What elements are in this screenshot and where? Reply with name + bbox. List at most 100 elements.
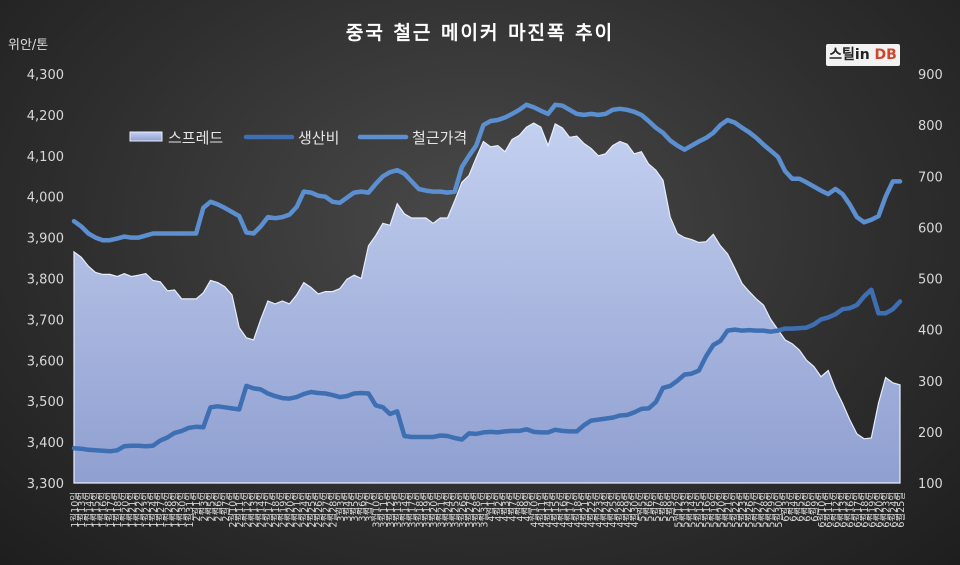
x-tick-label: 4월17일 bbox=[565, 492, 577, 528]
x-tick-label: 3월3일 bbox=[335, 492, 347, 522]
x-tick-label: 5월23일 bbox=[737, 492, 749, 528]
x-tick-label: 3월4일 bbox=[342, 492, 354, 522]
x-tick-label: 4월9일 bbox=[522, 492, 534, 522]
x-tick-label: 6월18일 bbox=[859, 492, 871, 528]
left-y-tick-label: 4,000 bbox=[27, 191, 64, 206]
x-tick-label: 6월12일 bbox=[830, 492, 842, 528]
x-tick-label: 5월28일 bbox=[759, 492, 771, 528]
x-tick-label: 3월10일 bbox=[371, 492, 383, 528]
x-tick-label: 4월8일 bbox=[514, 492, 526, 522]
x-tick-label: 4월28일 bbox=[615, 492, 627, 528]
x-tick-label: 4월29일 bbox=[622, 492, 634, 528]
x-tick-label: 1월14일 bbox=[83, 492, 95, 528]
x-tick-label: 4월1일 bbox=[486, 492, 498, 522]
x-tick-label: 1월10일 bbox=[69, 492, 81, 528]
x-tick-label: 6월16일 bbox=[845, 492, 857, 528]
x-tick-label: 3월13일 bbox=[392, 492, 404, 528]
x-tick-label: 5월9일 bbox=[665, 492, 677, 522]
x-tick-label: 1월24일 bbox=[148, 492, 160, 528]
left-y-tick-label: 3,700 bbox=[27, 313, 64, 328]
x-tick-label: 2월6일 bbox=[213, 492, 225, 522]
right-y-tick-label: 200 bbox=[918, 426, 943, 441]
right-y-tick-label: 100 bbox=[918, 477, 943, 492]
right-y-tick-label: 800 bbox=[918, 119, 943, 134]
right-y-tick-label: 900 bbox=[918, 68, 943, 83]
x-tick-label: 3월21일 bbox=[435, 492, 447, 528]
left-y-tick-label: 4,100 bbox=[27, 150, 64, 165]
x-tick-label: 5월30일 bbox=[773, 492, 785, 528]
x-tick-label: 1월18일 bbox=[112, 492, 124, 528]
left-y-tick-label: 4,200 bbox=[27, 109, 64, 124]
x-tick-label: 5월15일 bbox=[694, 492, 706, 528]
x-tick-label: 2월19일 bbox=[277, 492, 289, 528]
x-tick-label: 6월24일 bbox=[888, 492, 900, 528]
x-tick-label: 2월25일 bbox=[306, 492, 318, 528]
source-logo: 스틸in DB bbox=[826, 44, 900, 66]
x-tick-label: 2월5일 bbox=[205, 492, 217, 522]
left-y-tick-label: 3,400 bbox=[27, 436, 64, 451]
x-tick-label: 1월27일 bbox=[155, 492, 167, 528]
x-tick-label: 1월29일 bbox=[170, 492, 182, 528]
x-tick-label: 3월28일 bbox=[471, 492, 483, 528]
x-tick-label: 3월14일 bbox=[399, 492, 411, 528]
x-tick-label: 2월26일 bbox=[313, 492, 325, 528]
x-tick-label: 6월9일 bbox=[809, 492, 821, 522]
legend-swatch-spread bbox=[129, 131, 163, 142]
x-tick-label: 3월7일 bbox=[363, 492, 375, 522]
x-tick-label: 5월22일 bbox=[730, 492, 742, 528]
x-tick-label: 1월30일 bbox=[177, 492, 189, 528]
x-tick-label: 4월18일 bbox=[572, 492, 584, 528]
x-tick-label: 1월22일 bbox=[134, 492, 146, 528]
x-tick-label: 3월31일 bbox=[478, 492, 490, 528]
x-tick-label: 4월23일 bbox=[593, 492, 605, 528]
x-tick-label: 2월21일 bbox=[292, 492, 304, 528]
x-tick-label: 3월26일 bbox=[457, 492, 469, 528]
x-tick-label: 5월14일 bbox=[687, 492, 699, 528]
x-tick-label: 2월7일 bbox=[220, 492, 232, 522]
x-tick-label: 1월15일 bbox=[91, 492, 103, 528]
series-area-spread bbox=[73, 122, 901, 484]
x-tick-label: 6월17일 bbox=[852, 492, 864, 528]
x-tick-label: 5월29일 bbox=[766, 492, 778, 528]
x-tick-label: 5월16일 bbox=[701, 492, 713, 528]
x-tick-label: 2월17일 bbox=[263, 492, 275, 528]
x-tick-label: 5월7일 bbox=[651, 492, 663, 522]
x-tick-label: 6월11일 bbox=[823, 492, 835, 528]
x-tick-label: 2월14일 bbox=[256, 492, 268, 528]
x-tick-label: 2월1일 bbox=[191, 492, 203, 522]
x-tick-label: 2월28일 bbox=[328, 492, 340, 528]
right-y-tick-label: 300 bbox=[918, 375, 943, 390]
x-tick-label: 3월19일 bbox=[421, 492, 433, 528]
right-y-tick-label: 500 bbox=[918, 273, 943, 288]
x-tick-label: 1월28일 bbox=[162, 492, 174, 528]
x-tick-label: 4월7일 bbox=[507, 492, 519, 522]
left-y-tick-label: 4,300 bbox=[27, 68, 64, 83]
x-tick-label: 4월15일 bbox=[550, 492, 562, 528]
x-tick-label: 2월20일 bbox=[284, 492, 296, 528]
x-tick-label: 6월4일 bbox=[787, 492, 799, 522]
x-tick-label: 5월20일 bbox=[715, 492, 727, 528]
left-y-tick-label: 3,600 bbox=[27, 354, 64, 369]
x-tick-label: 4월2일 bbox=[493, 492, 505, 522]
x-tick-label: 6월5일 bbox=[794, 492, 806, 522]
x-tick-label: 3월25일 bbox=[450, 492, 462, 528]
x-tick-label: 2월27일 bbox=[320, 492, 332, 528]
x-tick-label: 4월30일 bbox=[629, 492, 641, 528]
x-tick-label: 3월12일 bbox=[385, 492, 397, 528]
x-tick-label: 5월21일 bbox=[723, 492, 735, 528]
x-tick-label: 5월12일 bbox=[672, 492, 684, 528]
left-y-tick-label: 3,300 bbox=[27, 477, 64, 492]
x-tick-label: 6월13일 bbox=[838, 492, 850, 528]
x-tick-label: 4월3일 bbox=[500, 492, 512, 522]
x-tick-label: 2월3일 bbox=[198, 492, 210, 522]
x-tick-label: 6월3일 bbox=[780, 492, 792, 522]
x-tick-label: 5월5일 bbox=[636, 492, 648, 522]
x-tick-label: 1월31일 bbox=[184, 492, 196, 528]
x-tick-label: 1월17일 bbox=[105, 492, 117, 528]
x-tick-label: 2월24일 bbox=[299, 492, 311, 528]
y-axis-unit-label: 위안/톤 bbox=[8, 38, 49, 53]
x-tick-label: 5월27일 bbox=[751, 492, 763, 528]
x-tick-label: 4월22일 bbox=[586, 492, 598, 528]
right-y-tick-label: 700 bbox=[918, 170, 943, 185]
